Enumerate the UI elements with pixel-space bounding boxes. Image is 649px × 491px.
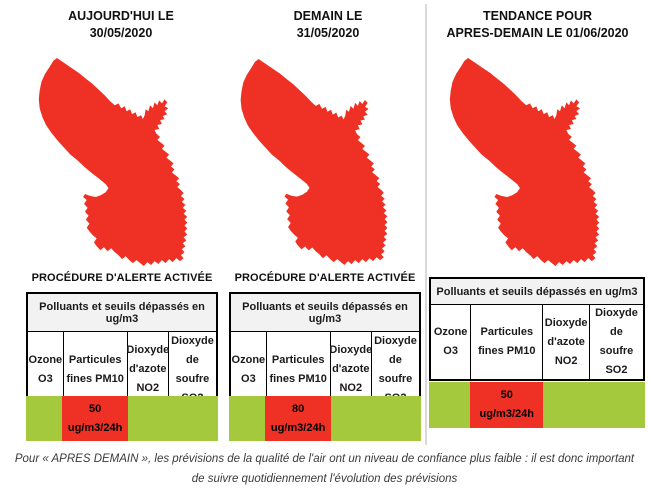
- value-cell-no2: [127, 396, 170, 441]
- forecast-confidence-footnote: Pour « APRES DEMAIN », les prévisions de…: [0, 449, 649, 489]
- value-cell-no2: [330, 396, 373, 441]
- alert-status-label: PROCÉDURE D'ALERTE ACTIVÉE: [31, 272, 213, 284]
- pollutant-values-row: 50 ug/m3/24h: [429, 382, 645, 428]
- pollutant-header-ozone: Ozone O3: [431, 305, 472, 379]
- pollutants-table-header: Polluants et seuils dépassés en ug/m3: [28, 294, 216, 332]
- value-cell-ozone: [229, 396, 266, 441]
- pollutant-values-row: 50 ug/m3/24h: [26, 396, 218, 441]
- pollutant-values-row: 80 ug/m3/24h: [229, 396, 421, 441]
- pollutant-header-pm10: Particules fines PM10: [267, 332, 331, 407]
- pollutants-table-header: Polluants et seuils dépassés en ug/m3: [431, 279, 643, 305]
- value-cell-pm10-exceeded: 50 ug/m3/24h: [62, 396, 128, 441]
- value-cell-pm10-exceeded: 80 ug/m3/24h: [265, 396, 331, 441]
- pollutants-table: Polluants et seuils dépassés en ug/m3 Oz…: [26, 292, 218, 409]
- pollutant-header-ozone: Ozone O3: [28, 332, 64, 407]
- value-cell-so2: [169, 396, 218, 441]
- column-title-today: AUJOURD'HUI LE 30/05/2020: [68, 9, 174, 40]
- pollutant-header-no2: Dioxyde d'azote NO2: [329, 332, 372, 407]
- pollutant-header-pm10: Particules fines PM10: [64, 332, 128, 407]
- martinique-map: [438, 56, 611, 268]
- alert-status-label: PROCÉDURE D'ALERTE ACTIVÉE: [234, 272, 416, 284]
- pollutant-header-no2: Dioxyde d'azote NO2: [543, 305, 590, 379]
- column-title-tomorrow: DEMAIN LE 31/05/2020: [293, 9, 363, 40]
- pollutant-header-pm10: Particules fines PM10: [471, 305, 544, 379]
- value-cell-ozone: [26, 396, 63, 441]
- column-divider: [425, 4, 427, 445]
- value-cell-pm10-exceeded: 50 ug/m3/24h: [470, 382, 544, 428]
- value-cell-so2: [372, 396, 421, 441]
- pollutant-header-so2: Dioxyde de soufre SO2: [374, 334, 417, 404]
- value-cell-no2: [543, 382, 591, 428]
- pollutant-header-so2: Dioxyde de soufre SO2: [595, 307, 638, 376]
- pollutants-table: Polluants et seuils dépassés en ug/m3 Oz…: [229, 292, 421, 409]
- pollutant-header-no2: Dioxyde d'azote NO2: [126, 332, 169, 407]
- pollutants-table: Polluants et seuils dépassés en ug/m3 Oz…: [429, 277, 645, 381]
- pollutants-table-header: Polluants et seuils dépassés en ug/m3: [231, 294, 419, 332]
- value-cell-so2: [590, 382, 645, 428]
- martinique-map: [27, 56, 199, 268]
- column-title-day-after-tomorrow: TENDANCE POUR APRES-DEMAIN LE 01/06/2020: [446, 9, 629, 40]
- martinique-map: [229, 57, 399, 267]
- pollutant-header-ozone: Ozone O3: [231, 332, 267, 407]
- value-cell-ozone: [429, 382, 471, 428]
- footnote-line-1: Pour « APRES DEMAIN », les prévisions de…: [14, 453, 635, 465]
- footnote-line-2: de suivre quotidiennement l'évolution de…: [191, 473, 458, 485]
